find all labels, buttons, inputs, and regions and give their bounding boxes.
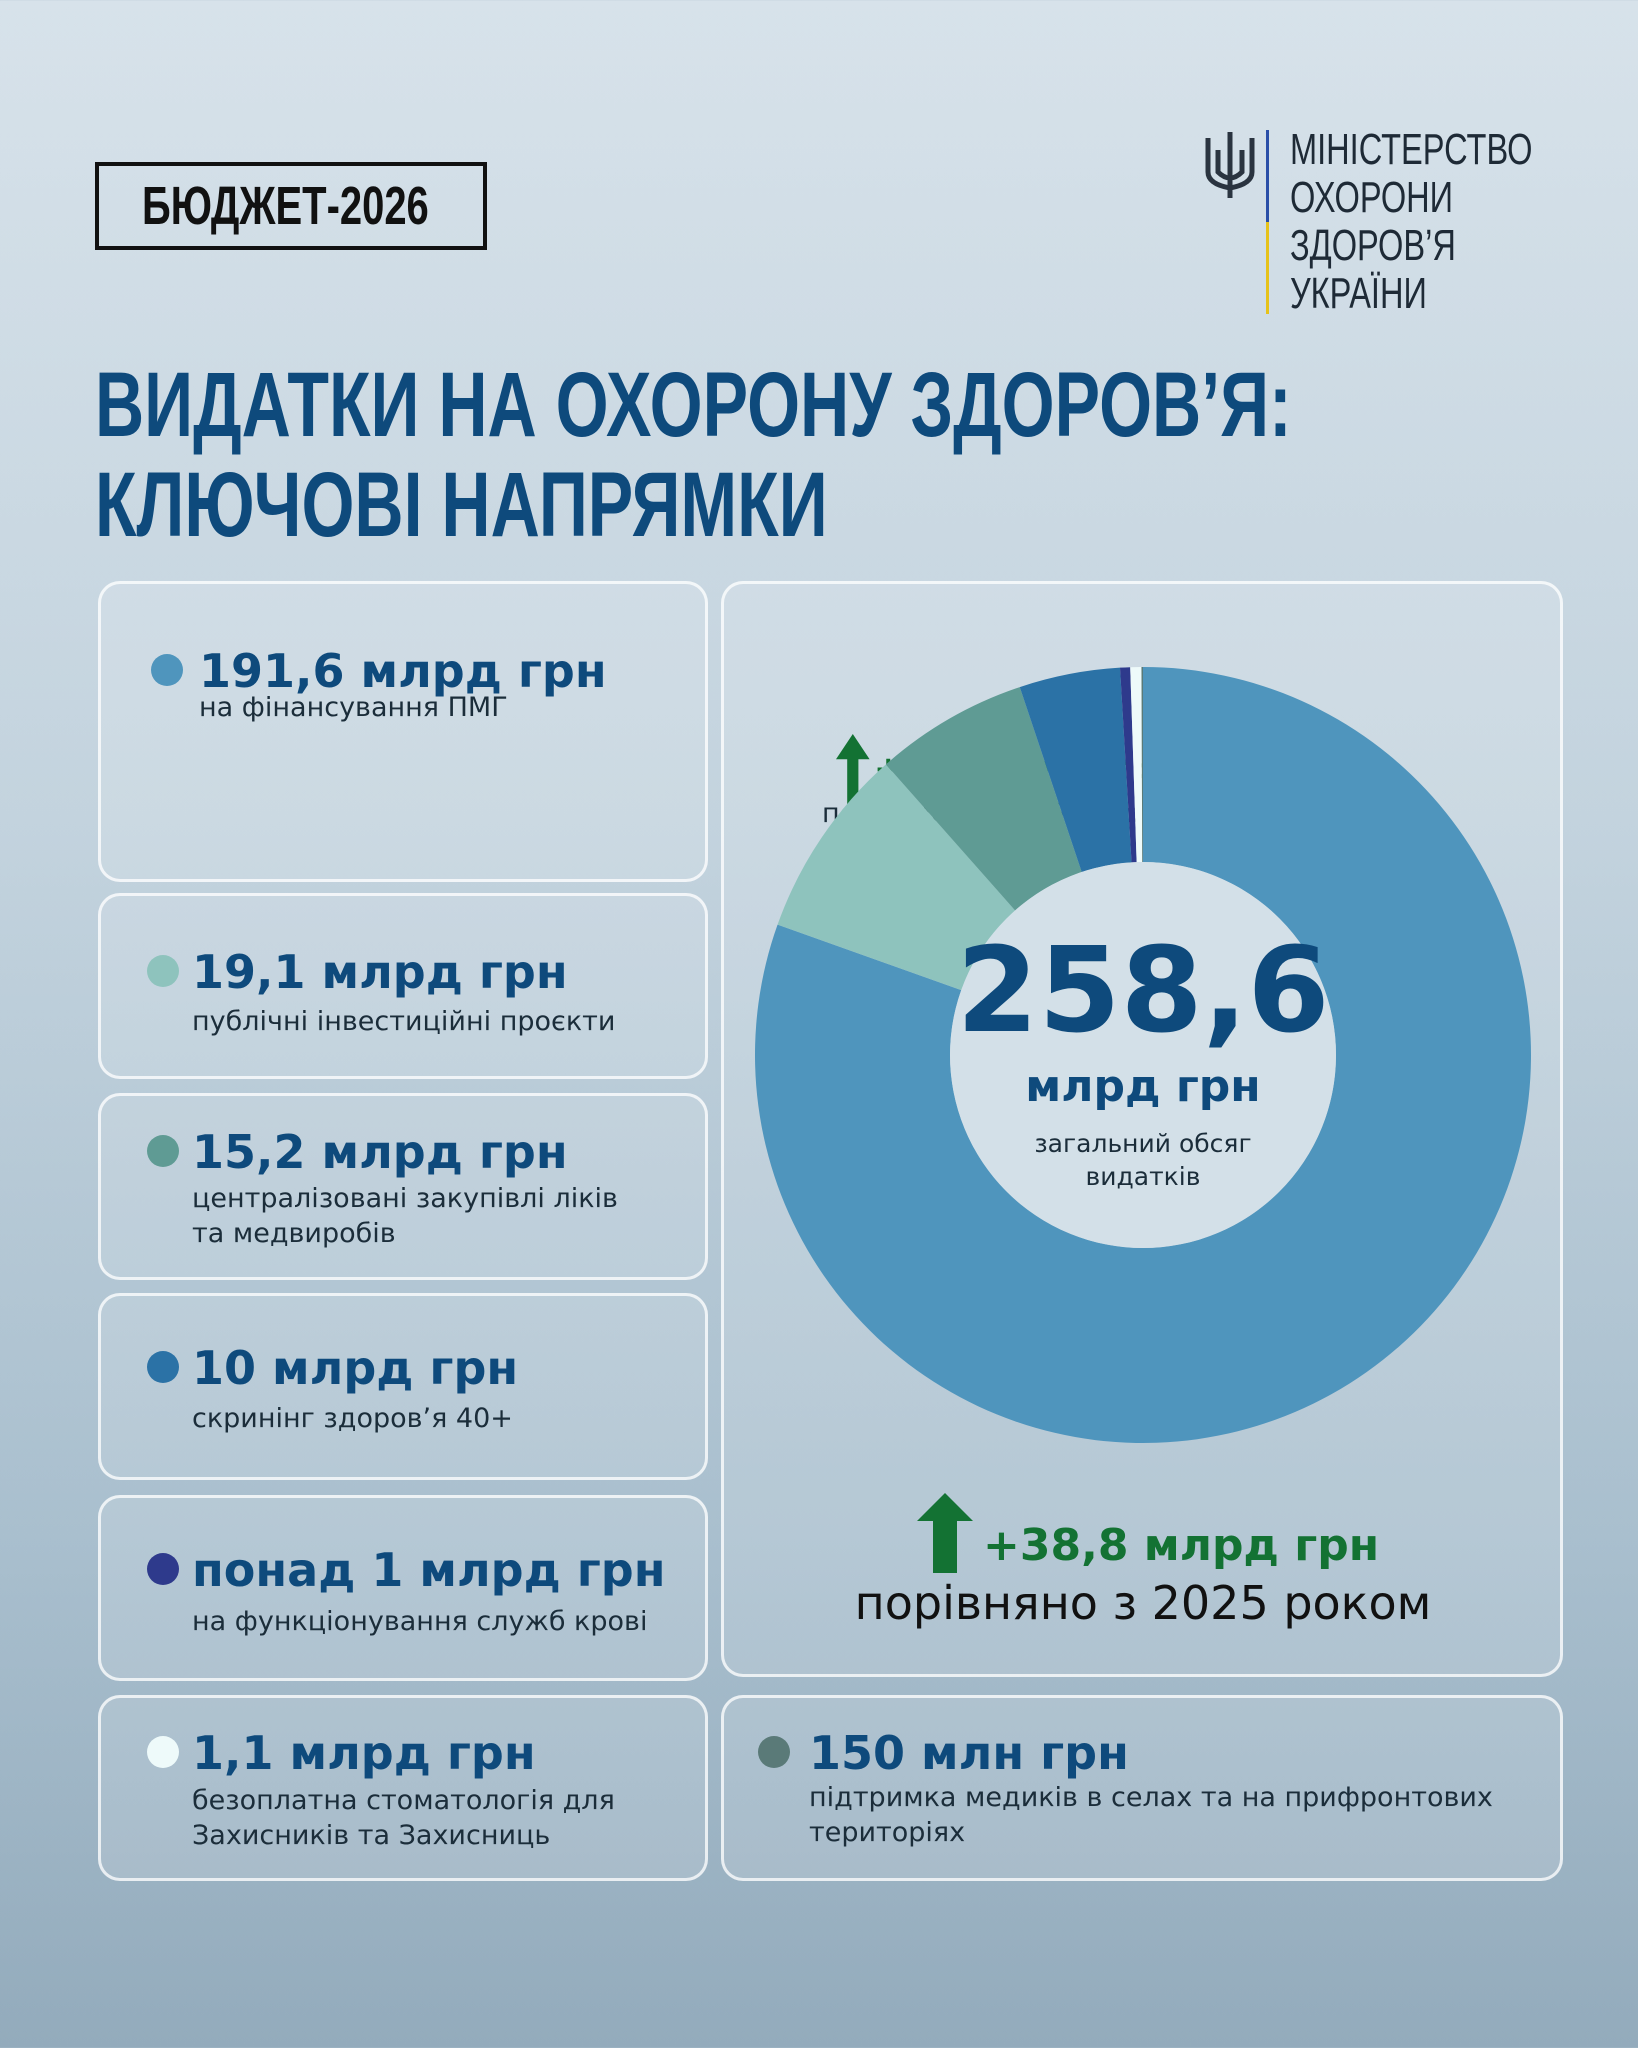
donut-segment [754, 667, 1531, 1444]
donut-segment [1130, 667, 1143, 863]
donut-hole [950, 862, 1336, 1248]
center-caption: видатків [1086, 1162, 1201, 1191]
ministry-line: ОХОРОНИ [1290, 173, 1454, 222]
item-card: 191,6 млрд грн на фінансування ПМГ [98, 581, 708, 882]
total-change-note: порівняно з 2025 роком [855, 1576, 1432, 1630]
ministry-line: ЗДОРОВ’Я [1290, 221, 1456, 270]
legend-dot [151, 654, 183, 686]
title-line: ВИДАТКИ НА ОХОРОНУ ЗДОРОВ’Я: [95, 354, 1292, 456]
legend-dot [758, 1736, 790, 1768]
legend-dot [147, 1351, 179, 1383]
item-description: публічні інвестиційні проєкти [192, 1006, 616, 1037]
title-line: КЛЮЧОВІ НАПРЯМКИ [95, 454, 828, 556]
ministry-line: УКРАЇНИ [1290, 269, 1427, 318]
item-card: 10 млрд грн скринінг здоров’я 40+ [98, 1293, 708, 1480]
item-card: 1,1 млрд грн безоплатна стоматологія для … [98, 1695, 708, 1881]
legend-dot [147, 955, 179, 987]
donut-segment [885, 687, 1082, 911]
item-value: 150 млн грн [809, 1726, 1129, 1780]
item-description: централізовані закупівлі ліків та медвир… [192, 1183, 618, 1249]
item-value: 19,1 млрд грн [192, 945, 568, 999]
item-card: 150 млн грн підтримка медиків в селах та … [721, 1695, 1563, 1881]
item-value: 10 млрд грн [192, 1341, 519, 1395]
trident [1205, 132, 1255, 198]
flag-line-blue [1266, 130, 1269, 222]
up-arrow [917, 1493, 973, 1573]
donut-segment [1141, 667, 1143, 863]
item-card: 19,1 млрд грн публічні інвестиційні проєк… [98, 893, 708, 1079]
item-description: скринінг здоров’я 40+ [192, 1403, 513, 1434]
item-value: 1,1 млрд грн [192, 1726, 536, 1780]
item-description: підтримка медиків в селах та на прифронт… [809, 1782, 1493, 1848]
arrow-shape [836, 734, 870, 804]
ministry-line: МІНІСТЕРСТВО [1290, 125, 1533, 174]
donut-segment [777, 764, 1016, 991]
flag-line-yellow [1266, 222, 1269, 314]
item-description: на функціонування служб крові [192, 1606, 648, 1637]
legend-dot [147, 1553, 179, 1585]
donut-segment [1019, 667, 1132, 872]
total-change: +38,8 млрд грн [983, 1520, 1379, 1571]
up-arrow [836, 734, 870, 804]
item-description: безоплатна стоматологія для Захисників т… [192, 1785, 615, 1851]
center-total: 258,6 [956, 921, 1329, 1059]
ministry-name: МІНІСТЕРСТВО ОХОРОНИ ЗДОРОВ’Я УКРАЇНИ [1290, 126, 1618, 318]
item-value: понад 1 млрд грн [192, 1543, 666, 1597]
badge: БЮДЖЕТ-2026 [142, 176, 429, 236]
legend-dot [147, 1135, 179, 1167]
item-card: 15,2 млрд грн централізовані закупівлі лі… [98, 1093, 708, 1280]
donut-segment [1119, 667, 1137, 863]
center-unit: млрд грн [1025, 1061, 1260, 1112]
center-caption: загальний обсяг [1034, 1129, 1251, 1158]
item-card: понад 1 млрд грн на функціонування служб … [98, 1495, 708, 1681]
badge-box [95, 162, 487, 250]
legend-dot [147, 1736, 179, 1768]
title: ВИДАТКИ НА ОХОРОНУ ЗДОРОВ’Я: КЛЮЧОВІ НАПР… [95, 355, 1638, 555]
item-value: 191,6 млрд грн [199, 644, 607, 698]
item-description: на фінансування ПМГ [199, 692, 508, 723]
item-value: 15,2 млрд грн [192, 1125, 568, 1179]
